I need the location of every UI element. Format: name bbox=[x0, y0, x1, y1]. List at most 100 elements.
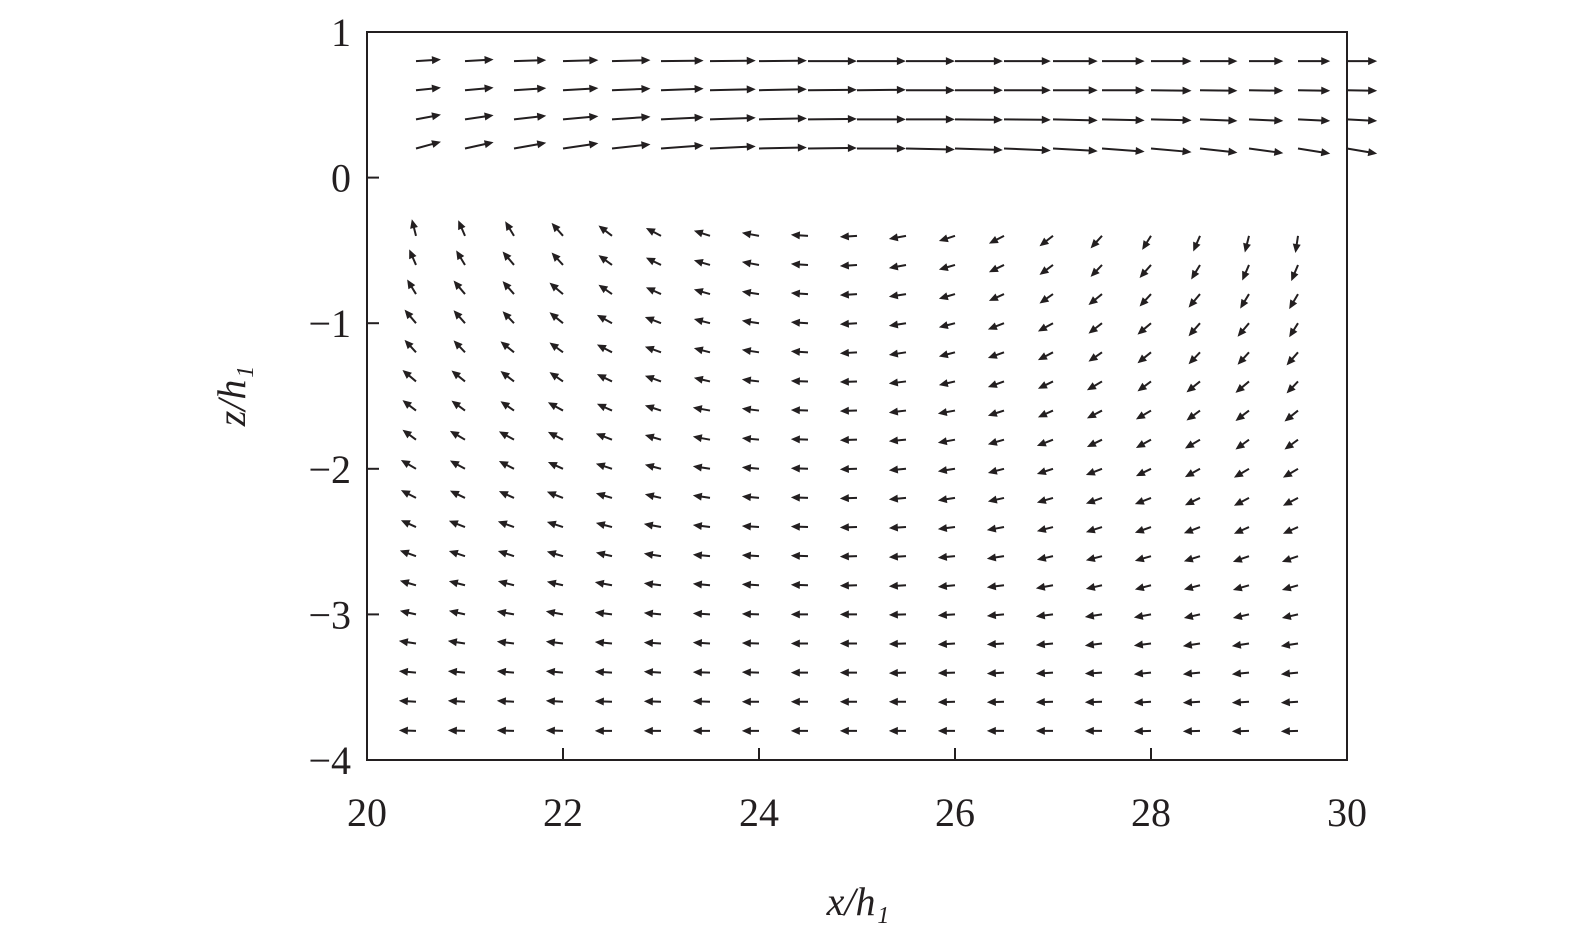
vector-arrow bbox=[547, 431, 564, 441]
vector-arrow bbox=[1346, 147, 1378, 157]
vector-arrow bbox=[596, 403, 613, 412]
vector-arrow bbox=[839, 232, 858, 241]
vector-arrow bbox=[692, 609, 711, 618]
vector-arrow bbox=[399, 608, 417, 617]
vector-arrow bbox=[741, 464, 760, 473]
vector-arrow bbox=[1090, 264, 1103, 277]
vector-arrow bbox=[562, 113, 599, 122]
vector-arrow bbox=[404, 309, 417, 324]
vector-arrow bbox=[888, 697, 906, 706]
vector-arrow bbox=[888, 262, 907, 271]
vector-arrow bbox=[1086, 438, 1103, 447]
y-tick-label: −2 bbox=[308, 447, 351, 492]
vector-arrow bbox=[1137, 322, 1152, 335]
vector-arrow bbox=[741, 639, 760, 648]
vector-arrow bbox=[500, 371, 515, 383]
vector-arrow bbox=[888, 523, 907, 532]
vector-arrow bbox=[410, 219, 418, 237]
vector-arrow bbox=[611, 56, 651, 65]
vector-arrow bbox=[807, 114, 857, 123]
y-tick-label: −3 bbox=[308, 592, 351, 637]
vector-arrow bbox=[1182, 640, 1201, 649]
vector-arrow bbox=[938, 350, 956, 359]
vector-arrow bbox=[551, 252, 564, 266]
vector-arrow bbox=[596, 314, 613, 325]
vector-arrow bbox=[453, 310, 466, 324]
vector-arrow bbox=[496, 726, 515, 735]
vector-arrow bbox=[549, 282, 564, 295]
vector-arrow bbox=[1235, 409, 1250, 421]
vector-arrow bbox=[790, 639, 808, 648]
vector-arrow bbox=[1133, 698, 1152, 707]
vector-arrow bbox=[643, 521, 662, 530]
vector-arrow bbox=[987, 380, 1005, 388]
vector-arrow bbox=[1183, 554, 1201, 563]
vector-arrow bbox=[888, 552, 907, 561]
vector-arrow bbox=[611, 113, 651, 122]
vector-arrow bbox=[1090, 235, 1103, 249]
vector-arrow bbox=[1248, 116, 1284, 125]
vector-arrow bbox=[464, 112, 494, 121]
vector-arrow bbox=[644, 492, 662, 501]
vector-arrow bbox=[1231, 669, 1250, 678]
vector-arrow bbox=[611, 85, 651, 94]
vector-arrow bbox=[1193, 235, 1201, 252]
vector-arrow bbox=[741, 668, 760, 677]
vector-arrow bbox=[1297, 86, 1331, 95]
vector-arrow bbox=[888, 465, 907, 474]
vector-arrow bbox=[986, 611, 1005, 620]
vector-arrow bbox=[502, 311, 515, 324]
vector-arrow bbox=[1184, 438, 1201, 449]
vector-arrow bbox=[643, 609, 662, 618]
vector-arrow bbox=[839, 406, 858, 415]
vector-arrow bbox=[402, 370, 417, 383]
vector-arrow bbox=[938, 263, 956, 271]
vector-arrow bbox=[1101, 146, 1145, 155]
vector-arrow bbox=[692, 726, 710, 735]
vector-arrow bbox=[1101, 116, 1145, 125]
vector-arrow bbox=[545, 726, 564, 735]
vector-arrow bbox=[594, 609, 613, 618]
vector-arrow bbox=[447, 667, 466, 676]
vector-arrow bbox=[1150, 147, 1192, 156]
vector-arrow bbox=[1102, 57, 1145, 66]
vector-arrow bbox=[1286, 380, 1299, 394]
vector-arrow bbox=[1280, 698, 1299, 707]
vector-arrow bbox=[1134, 496, 1152, 505]
vector-arrow bbox=[643, 668, 662, 677]
vector-arrow bbox=[496, 667, 515, 676]
vector-arrow bbox=[790, 610, 808, 619]
vector-arrow bbox=[839, 610, 857, 619]
vector-arrow bbox=[1191, 264, 1201, 280]
vector-arrow bbox=[888, 494, 907, 503]
vector-arrow bbox=[546, 491, 564, 499]
vector-arrow bbox=[987, 351, 1005, 359]
vector-arrow bbox=[987, 466, 1005, 475]
vector-arrow bbox=[1135, 467, 1152, 477]
vector-arrow bbox=[1139, 264, 1152, 278]
vector-arrow bbox=[598, 255, 613, 266]
vector-arrow bbox=[790, 406, 809, 415]
vector-arrow bbox=[398, 726, 417, 735]
vector-arrow bbox=[644, 345, 662, 354]
vector-arrow bbox=[1133, 611, 1152, 620]
vector-arrow bbox=[549, 342, 564, 354]
vector-arrow bbox=[1088, 322, 1103, 334]
vector-arrow bbox=[1232, 583, 1250, 592]
vector-arrow bbox=[839, 377, 858, 386]
vector-arrow bbox=[807, 144, 857, 153]
vector-arrow bbox=[498, 491, 515, 499]
vector-arrow bbox=[1035, 640, 1054, 649]
vector-arrow bbox=[741, 259, 760, 268]
vector-arrow bbox=[888, 581, 907, 590]
vector-arrow bbox=[1150, 86, 1192, 95]
vector-arrow bbox=[692, 668, 711, 677]
vector-arrow bbox=[986, 553, 1005, 562]
vector-arrow bbox=[937, 495, 956, 504]
y-tick-label: 1 bbox=[331, 10, 351, 55]
vector-arrow bbox=[497, 520, 515, 529]
vector-arrow bbox=[1183, 526, 1201, 534]
vector-arrow bbox=[888, 378, 907, 387]
